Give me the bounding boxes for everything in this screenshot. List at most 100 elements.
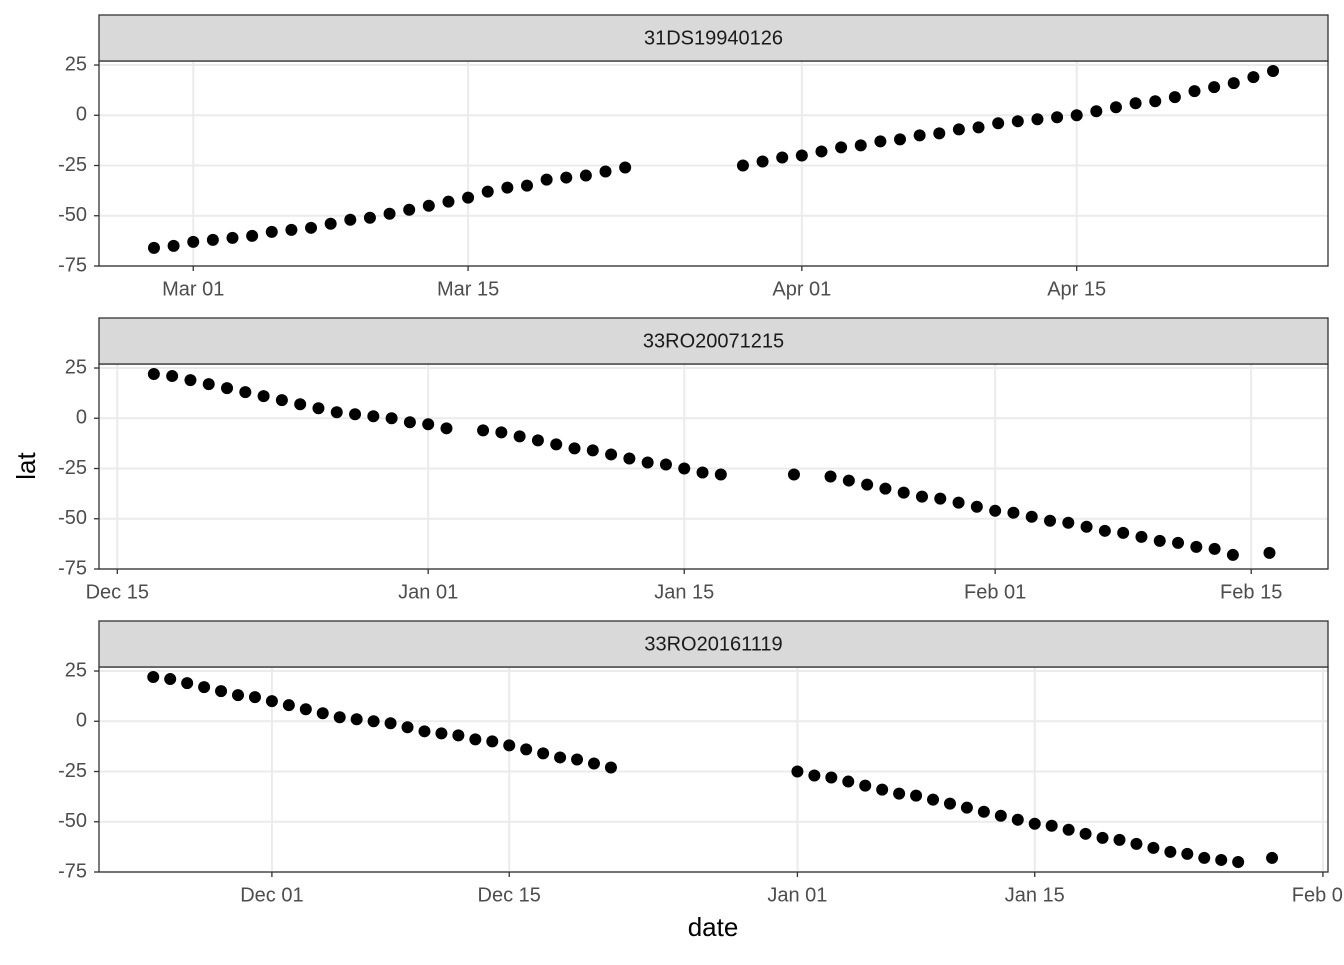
- x-tick-label: Apr 15: [1047, 278, 1106, 300]
- x-tick-label: Dec 01: [240, 884, 303, 906]
- x-ticks: Dec 15 Jan 01 Jan 15 Feb 01 Feb 15: [86, 569, 1282, 603]
- point: [481, 185, 494, 198]
- point: [586, 444, 599, 457]
- point: [503, 739, 516, 752]
- point: [1267, 65, 1280, 78]
- point: [1208, 81, 1221, 94]
- point: [1011, 115, 1024, 128]
- point: [659, 458, 672, 471]
- point: [1188, 85, 1201, 98]
- y-tick-label: 25: [65, 659, 87, 681]
- point: [435, 727, 448, 740]
- point: [537, 747, 550, 760]
- x-tick-label: Dec 15: [86, 581, 149, 603]
- point: [696, 466, 709, 479]
- x-tick-label: Feb 01: [1292, 884, 1344, 906]
- point: [641, 456, 654, 469]
- point: [265, 225, 278, 238]
- point: [994, 809, 1007, 822]
- point: [206, 233, 219, 246]
- point: [520, 743, 533, 756]
- point: [363, 211, 376, 224]
- point: [147, 368, 160, 381]
- point: [587, 757, 600, 770]
- y-tick-label: -25: [58, 154, 87, 176]
- point: [422, 199, 435, 212]
- point: [554, 751, 567, 764]
- point: [1190, 540, 1203, 553]
- point: [275, 394, 288, 407]
- point: [897, 486, 910, 499]
- strip: [98, 620, 1329, 668]
- point: [495, 426, 508, 439]
- point: [933, 127, 946, 140]
- point: [513, 430, 526, 443]
- point: [316, 707, 329, 720]
- point: [215, 685, 228, 698]
- point: [1172, 536, 1185, 549]
- x-tick-label: Dec 15: [478, 884, 541, 906]
- y-tick-label: -75: [58, 860, 87, 882]
- point: [385, 412, 398, 425]
- point: [824, 470, 837, 483]
- point: [147, 671, 160, 684]
- point: [787, 468, 800, 481]
- point: [422, 418, 435, 431]
- point: [440, 422, 453, 435]
- point: [299, 703, 312, 716]
- point: [226, 231, 239, 244]
- panel-title: 31DS19940126: [644, 27, 783, 49]
- point: [324, 217, 337, 230]
- point: [1113, 833, 1126, 846]
- point: [312, 402, 325, 415]
- point: [164, 673, 177, 686]
- point: [442, 195, 455, 208]
- point: [876, 783, 889, 796]
- point: [910, 789, 923, 802]
- y-tick-label: -75: [58, 557, 87, 579]
- point: [401, 721, 414, 734]
- point: [756, 155, 769, 168]
- point: [469, 733, 482, 746]
- point: [181, 677, 194, 690]
- point: [1007, 506, 1020, 519]
- point: [952, 496, 965, 509]
- x-axis-title: date: [688, 912, 739, 942]
- point: [367, 410, 380, 423]
- point: [1045, 819, 1058, 832]
- x-tick-label: Jan 01: [767, 884, 827, 906]
- point: [452, 729, 465, 742]
- point: [501, 181, 514, 194]
- point: [246, 229, 259, 242]
- point: [1215, 853, 1228, 866]
- point: [992, 117, 1005, 130]
- point: [1080, 520, 1093, 533]
- x-tick-label: Jan 15: [654, 581, 714, 603]
- point: [198, 681, 211, 694]
- point: [540, 173, 553, 186]
- point: [1044, 514, 1057, 527]
- point: [623, 452, 636, 465]
- point: [486, 735, 499, 748]
- point: [571, 753, 584, 766]
- strip: [98, 317, 1329, 365]
- point: [568, 442, 581, 455]
- point: [795, 149, 808, 162]
- point: [167, 239, 180, 252]
- point: [1090, 105, 1103, 118]
- point: [934, 492, 947, 505]
- x-tick-label: Mar 01: [162, 278, 224, 300]
- y-axis-title: lat: [11, 451, 41, 479]
- point: [1096, 831, 1109, 844]
- x-tick-label: Feb 15: [1220, 581, 1282, 603]
- point: [367, 715, 380, 728]
- panel-title: 33RO20071215: [643, 330, 784, 352]
- point: [952, 123, 965, 136]
- point: [1168, 91, 1181, 104]
- point: [1227, 77, 1240, 90]
- point: [1247, 71, 1260, 84]
- point: [232, 689, 245, 702]
- point: [1011, 813, 1024, 826]
- point: [1164, 845, 1177, 858]
- point: [678, 462, 691, 475]
